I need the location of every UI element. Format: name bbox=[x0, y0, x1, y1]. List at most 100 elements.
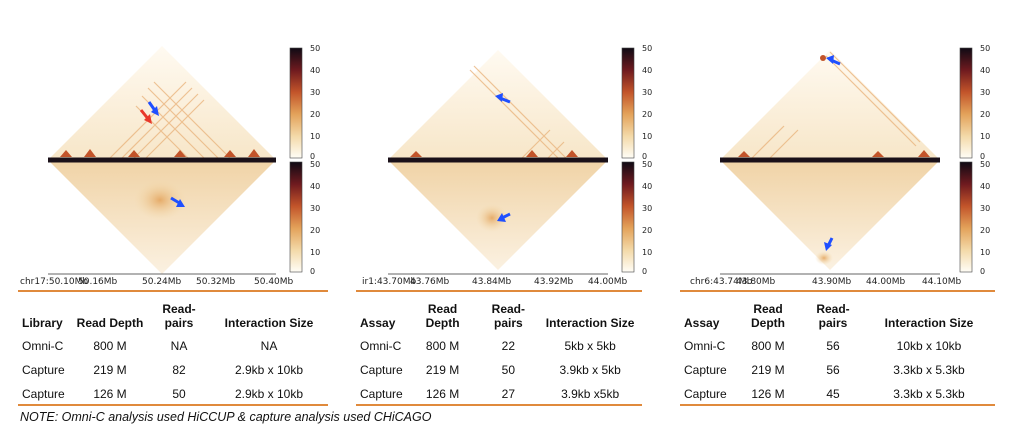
table-cell: 2.9kb x 10kb bbox=[234, 387, 304, 401]
x-tick-label: 44.00Mb bbox=[866, 277, 906, 287]
table-cell: 3.3kb x 5.3kb bbox=[893, 387, 965, 401]
colorbar-tick: 0 bbox=[310, 267, 315, 276]
x-tick-label: 50.40Mb bbox=[254, 277, 294, 287]
stats-table-2: Assay Read Depth Read-pairs Interaction … bbox=[356, 296, 642, 406]
table-row: Capture 126 M 45 3.3kb x 5.3kb bbox=[680, 382, 995, 406]
colorbar-top bbox=[621, 47, 635, 159]
blue-arrow-icon bbox=[495, 93, 511, 104]
table-cell: Capture bbox=[684, 387, 727, 401]
table-cell: 56 bbox=[826, 363, 840, 377]
table-cell: 126 M bbox=[93, 387, 127, 401]
blue-arrow-icon bbox=[497, 212, 511, 222]
table-row: Capture 126 M 27 3.9kb x5kb bbox=[356, 382, 642, 406]
omni-c-peak bbox=[820, 55, 826, 61]
table-cell: 126 M bbox=[751, 387, 785, 401]
x-tick-label: 50.24Mb bbox=[142, 277, 182, 287]
table-cell: Omni-C bbox=[22, 339, 64, 353]
colorbar-tick: 10 bbox=[642, 132, 652, 141]
x-tick-label: 43.80Mb bbox=[736, 277, 776, 287]
interaction-stripes bbox=[749, 51, 921, 161]
x-tick-label: 44.10Mb bbox=[922, 277, 962, 287]
column-header: Library bbox=[22, 316, 63, 330]
omni-c-triangle bbox=[48, 46, 276, 160]
table-cell: 800 M bbox=[93, 339, 127, 353]
interaction-stripes bbox=[107, 81, 233, 161]
colorbar-tick: 40 bbox=[642, 182, 652, 191]
table-cell: 82 bbox=[172, 363, 186, 377]
footnote: NOTE: Omni-C analysis used HiCCUP & capt… bbox=[20, 410, 432, 424]
column-header: Interaction Size bbox=[884, 316, 974, 330]
table-cell: Omni-C bbox=[360, 339, 402, 353]
x-tick-label: 43.92Mb bbox=[534, 277, 574, 287]
omni-c-triangle bbox=[720, 50, 940, 160]
column-header: Read Depth bbox=[751, 302, 785, 330]
table-cell: 27 bbox=[501, 387, 516, 401]
table-row: Capture 219 M 50 3.9kb x 5kb bbox=[356, 358, 642, 382]
panel-1: 50 40 30 20 10 0 50 40 30 20 10 0 chr17:… bbox=[10, 0, 340, 410]
x-tick-label: 43.84Mb bbox=[472, 277, 512, 287]
x-tick-label: ir1:43.70Mb bbox=[362, 277, 416, 287]
x-tick-label: 43.76Mb bbox=[410, 277, 450, 287]
colorbar-tick: 40 bbox=[310, 182, 320, 191]
table-top-rule bbox=[356, 290, 642, 292]
table-cell: 3.9kb x5kb bbox=[561, 387, 620, 401]
x-tick-label: 44.00Mb bbox=[588, 277, 628, 287]
table-cell: 219 M bbox=[425, 363, 460, 377]
blue-arrow-icon bbox=[826, 55, 841, 66]
column-header: Read-pairs bbox=[816, 302, 850, 330]
table-row: Omni-C 800 M 56 10kb x 10kb bbox=[680, 334, 995, 358]
x-tick-label: chr17:50.10Mb bbox=[20, 277, 88, 287]
colorbar-bottom bbox=[289, 161, 303, 273]
table-top-rule bbox=[680, 290, 995, 292]
capture-signal bbox=[815, 251, 833, 265]
colorbar-tick: 30 bbox=[980, 204, 990, 213]
table-cell: 10kb x 10kb bbox=[896, 339, 962, 353]
contact-map-3: 50 40 30 20 10 0 50 40 30 20 10 0 chr6:4… bbox=[690, 44, 990, 287]
x-tick-label: 43.90Mb bbox=[812, 277, 852, 287]
colorbar-tick: 40 bbox=[980, 66, 990, 75]
column-header: Interaction Size bbox=[545, 316, 635, 330]
table-cell: Capture bbox=[22, 387, 65, 401]
colorbar-tick: 30 bbox=[642, 88, 652, 97]
blue-arrow-icon bbox=[170, 196, 185, 207]
table-row: Capture 219 M 82 2.9kb x 10kb bbox=[18, 358, 328, 382]
colorbar-tick: 10 bbox=[642, 248, 652, 257]
stats-table-3: Assay Read Depth Read-pairs Interaction … bbox=[680, 296, 995, 406]
table-cell: Capture bbox=[22, 363, 65, 377]
table-cell: 22 bbox=[501, 339, 516, 353]
table-cell: 3.3kb x 5.3kb bbox=[893, 363, 965, 377]
colorbar-tick: 30 bbox=[310, 88, 320, 97]
colorbar-tick: 30 bbox=[980, 88, 990, 97]
diagonal-peaks bbox=[738, 150, 930, 157]
capture-signal bbox=[476, 204, 508, 232]
table-row: Omni-C 800 M NA NA bbox=[18, 334, 328, 358]
table-row: Capture 126 M 50 2.9kb x 10kb bbox=[18, 382, 328, 406]
red-arrow-icon bbox=[139, 109, 152, 124]
table-cell: 56 bbox=[826, 339, 840, 353]
column-header: Assay bbox=[360, 316, 396, 330]
contact-map-1: 50 40 30 20 10 0 50 40 30 20 10 0 chr17:… bbox=[20, 44, 320, 287]
colorbar-tick: 20 bbox=[642, 226, 652, 235]
column-header: Read-pairs bbox=[491, 302, 526, 330]
table-cell: 126 M bbox=[425, 387, 460, 401]
table-bottom-rule bbox=[18, 404, 328, 406]
colorbar-tick: 20 bbox=[642, 110, 652, 119]
colorbar-tick: 10 bbox=[980, 248, 990, 257]
table-cell: Capture bbox=[684, 363, 727, 377]
x-tick-label: chr6:43.74Mb bbox=[690, 277, 753, 287]
column-header: Interaction Size bbox=[224, 316, 314, 330]
colorbar-tick: 30 bbox=[310, 204, 320, 213]
column-header: Read Depth bbox=[76, 316, 144, 330]
table-bottom-rule bbox=[680, 404, 995, 406]
colorbar-tick: 20 bbox=[310, 226, 320, 235]
colorbar-tick: 10 bbox=[310, 132, 320, 141]
colorbar-bottom bbox=[621, 161, 635, 273]
table-row: Omni-C 800 M 22 5kb x 5kb bbox=[356, 334, 642, 358]
table-cell: Capture bbox=[360, 363, 403, 377]
table-cell: 50 bbox=[172, 387, 186, 401]
colorbar-tick: 50 bbox=[310, 44, 320, 53]
table-cell: Capture bbox=[360, 387, 403, 401]
x-tick-label: 50.16Mb bbox=[78, 277, 118, 287]
table-cell: 50 bbox=[501, 363, 516, 377]
table-row: Capture 219 M 56 3.3kb x 5.3kb bbox=[680, 358, 995, 382]
